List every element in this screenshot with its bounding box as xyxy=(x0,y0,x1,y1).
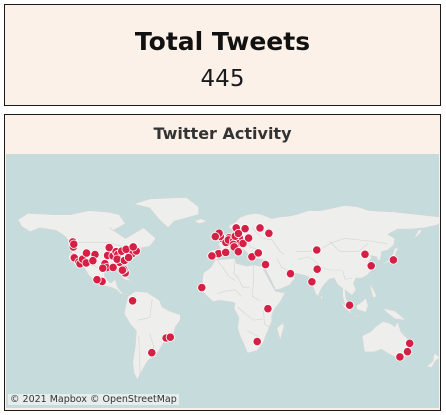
tweet-marker[interactable] xyxy=(207,251,217,261)
tweet-marker[interactable] xyxy=(255,223,265,233)
tweet-marker[interactable] xyxy=(88,256,98,266)
tweet-marker[interactable] xyxy=(197,283,207,293)
map-attribution[interactable]: © 2021 Mapbox © OpenStreetMap xyxy=(8,394,179,405)
landmass xyxy=(426,352,439,368)
landmass xyxy=(202,257,286,354)
country-border xyxy=(137,299,153,321)
total-tweets-value: 445 xyxy=(200,66,245,92)
tweet-marker[interactable] xyxy=(312,245,322,255)
country-border xyxy=(138,335,141,376)
total-tweets-title: Total Tweets xyxy=(134,27,311,56)
world-map[interactable]: © 2021 Mapbox © OpenStreetMap xyxy=(6,154,439,408)
land-layer xyxy=(17,197,439,380)
tweet-marker[interactable] xyxy=(240,224,250,234)
country-border xyxy=(216,289,242,297)
landmass xyxy=(369,282,378,299)
tweet-marker[interactable] xyxy=(104,243,114,253)
tweet-marker[interactable] xyxy=(124,252,134,263)
landmass xyxy=(133,197,199,229)
country-border xyxy=(297,256,342,271)
tweet-marker[interactable] xyxy=(366,261,376,271)
tweet-marker[interactable] xyxy=(312,264,322,274)
country-border xyxy=(263,238,285,255)
tweet-marker[interactable] xyxy=(405,338,415,348)
tweet-marker[interactable] xyxy=(81,248,92,258)
tweet-marker[interactable] xyxy=(395,352,405,362)
tweet-marker[interactable] xyxy=(108,262,118,273)
country-border xyxy=(328,240,369,252)
tweet-marker[interactable] xyxy=(221,247,231,258)
country-border xyxy=(342,269,353,280)
tweet-marker[interactable] xyxy=(210,232,220,242)
country-borders xyxy=(72,227,388,376)
landmass xyxy=(382,308,407,321)
landmass xyxy=(353,314,363,318)
tweet-marker[interactable] xyxy=(98,263,108,273)
country-border xyxy=(149,333,155,351)
twitter-activity-card: Twitter Activity © 2021 Mapbox © OpenStr… xyxy=(4,114,441,411)
country-border xyxy=(233,258,250,288)
country-border xyxy=(296,238,388,252)
tweet-marker[interactable] xyxy=(165,332,175,342)
landmass xyxy=(193,218,208,225)
tweet-markers[interactable] xyxy=(68,223,415,362)
tweet-marker[interactable] xyxy=(260,260,271,270)
tweet-marker[interactable] xyxy=(344,300,355,310)
tweet-marker[interactable] xyxy=(128,242,138,252)
tweet-marker[interactable] xyxy=(69,239,79,249)
tweet-marker[interactable] xyxy=(117,265,128,275)
tweet-marker[interactable] xyxy=(252,337,262,347)
tweet-marker[interactable] xyxy=(128,296,138,306)
twitter-activity-title: Twitter Activity xyxy=(153,124,292,143)
tweet-marker[interactable] xyxy=(233,247,243,257)
tweet-marker[interactable] xyxy=(233,228,243,239)
country-border xyxy=(263,309,270,328)
tweet-marker[interactable] xyxy=(238,238,248,249)
tweet-marker[interactable] xyxy=(264,228,274,238)
country-border xyxy=(237,306,264,321)
tweet-marker[interactable] xyxy=(92,275,102,285)
landmass xyxy=(276,322,285,341)
tweet-marker[interactable] xyxy=(147,348,157,358)
tweet-marker[interactable] xyxy=(244,233,254,243)
tweet-marker[interactable] xyxy=(360,249,370,259)
tweet-marker[interactable] xyxy=(388,255,398,265)
tweet-marker[interactable] xyxy=(263,304,273,314)
landmass xyxy=(355,297,369,313)
country-border xyxy=(252,227,263,239)
country-border xyxy=(251,264,260,301)
tweet-marker[interactable] xyxy=(402,347,413,357)
country-border xyxy=(216,259,236,281)
world-map-canvas[interactable] xyxy=(6,154,439,408)
tweet-marker[interactable] xyxy=(253,248,263,258)
tweet-marker[interactable] xyxy=(285,269,296,279)
tweet-marker[interactable] xyxy=(307,277,317,287)
landmass xyxy=(320,294,324,300)
total-tweets-card: Total Tweets 445 xyxy=(4,4,441,106)
landmass xyxy=(338,300,353,316)
